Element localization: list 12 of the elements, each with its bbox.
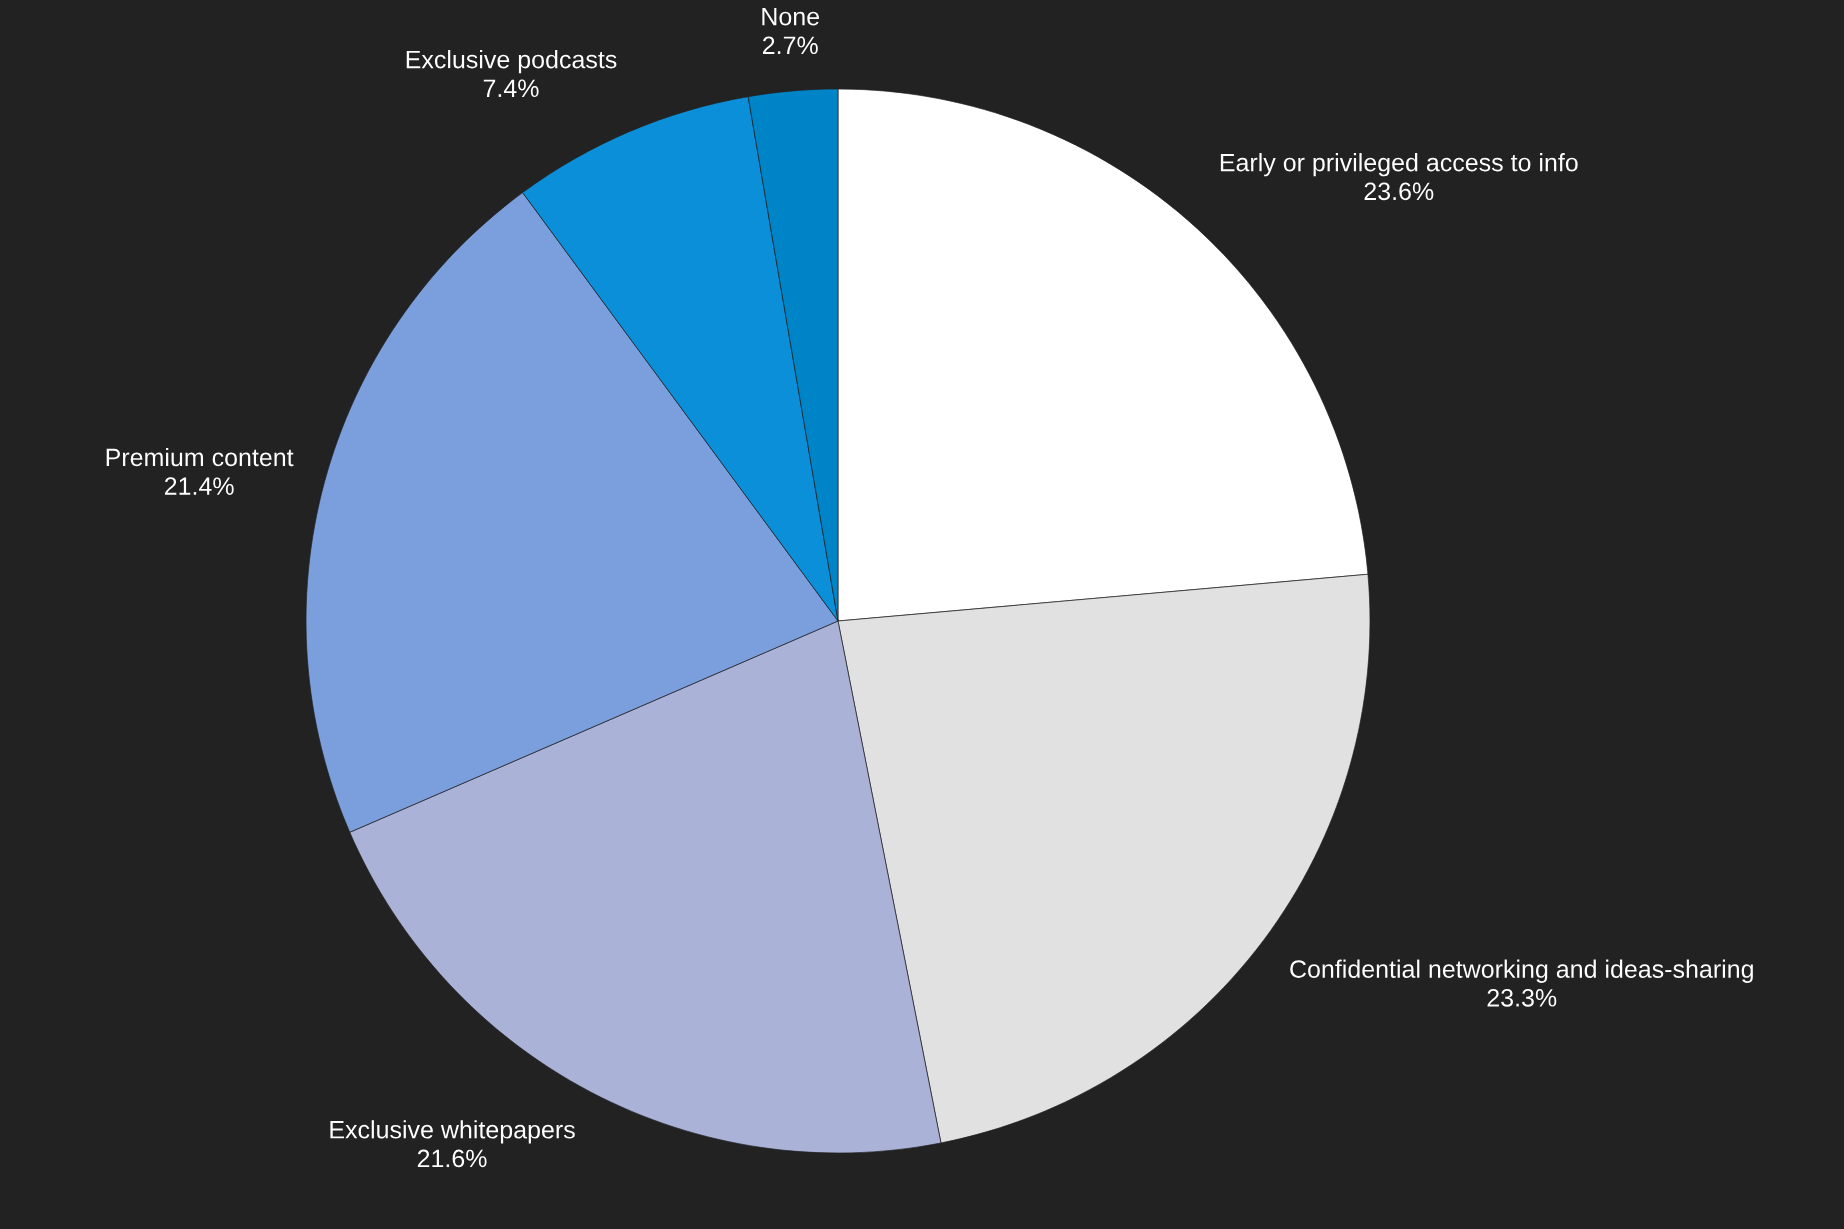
slice-label: Early or privileged access to info xyxy=(1220,153,1578,177)
slice-label: Exclusive whitepapers xyxy=(330,1120,575,1144)
data-label: 23.6% xyxy=(1364,182,1434,201)
data-label: 23.3% xyxy=(1487,988,1557,1007)
data-label: 7.4% xyxy=(483,79,539,98)
slice-label: Premium content xyxy=(106,447,294,467)
data-label: 21.4% xyxy=(164,477,234,495)
slice-label: Exclusive podcasts xyxy=(406,50,617,74)
data-label: 2.7% xyxy=(762,36,818,55)
data-label: 21.6% xyxy=(417,1149,487,1168)
slice-label: None xyxy=(762,7,819,26)
slice-label: Confidential networking and ideas-sharing xyxy=(1290,959,1753,983)
